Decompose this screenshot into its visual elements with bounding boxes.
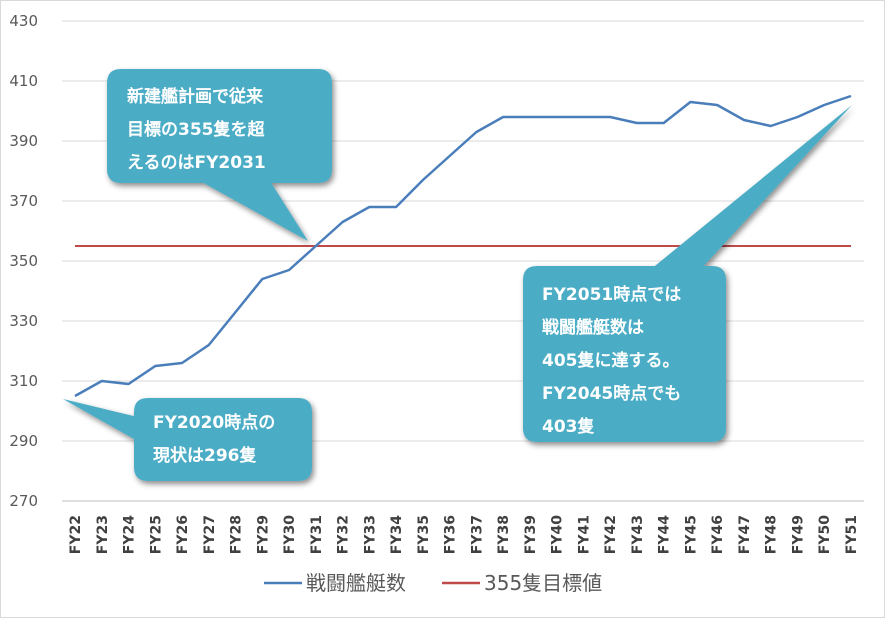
series-line-ship-count <box>74 94 852 398</box>
callout-pointer <box>650 105 852 270</box>
y-tick-label: 370 <box>9 192 38 210</box>
x-tick-label: FY28 <box>229 515 245 554</box>
x-tick-label: FY40 <box>550 515 566 554</box>
callout-text-line: 戦闘艦艇数は <box>542 317 644 338</box>
x-tick-label: FY34 <box>389 515 405 554</box>
callout-fy2020 <box>63 398 312 481</box>
x-tick-label: FY26 <box>175 515 191 554</box>
callout-text-line: 403隻 <box>542 416 595 437</box>
x-tick-label: FY43 <box>630 515 646 554</box>
x-tick-label: FY33 <box>362 515 378 554</box>
x-tick-label: FY35 <box>416 515 432 554</box>
x-tick-label: FY32 <box>336 515 352 554</box>
x-axis-ticks: FY22 FY23 FY24 FY25 FY26 FY27 FY28 FY29 FY30 FY31… <box>68 515 860 554</box>
callout-text-line: 405隻に達する。 <box>542 350 680 371</box>
x-tick-label: FY39 <box>523 515 539 554</box>
x-tick-label: FY49 <box>790 515 806 554</box>
callout-fy2051 <box>523 105 852 442</box>
x-tick-label: FY27 <box>202 515 218 554</box>
legend-item-target: 355隻目標値 <box>484 571 602 595</box>
y-tick-label: 270 <box>9 492 38 510</box>
callout-box <box>107 69 332 183</box>
legend: 戦闘艦艇数 355隻目標値 <box>264 571 602 595</box>
y-tick-label: 310 <box>9 372 38 390</box>
y-tick-label: 350 <box>9 252 38 270</box>
x-tick-label: FY31 <box>309 515 325 554</box>
callout-pointer <box>200 181 308 241</box>
callout-text-line: 目標の355隻を超 <box>127 119 265 140</box>
x-tick-label: FY23 <box>95 515 111 554</box>
callout-pointer <box>63 399 150 448</box>
x-tick-label: FY25 <box>148 515 164 554</box>
x-tick-label: FY50 <box>817 515 833 554</box>
callout-text-line: 現状は296隻 <box>153 445 257 466</box>
callout-text-line: FY2020時点の <box>153 412 275 433</box>
x-tick-label: FY36 <box>443 515 459 554</box>
callout-box <box>134 398 312 481</box>
x-tick-label: FY48 <box>764 515 780 554</box>
x-tick-label: FY22 <box>68 515 84 554</box>
x-tick-label: FY38 <box>496 515 512 554</box>
callout-fy2031 <box>107 69 332 241</box>
callout-text-line: FY2045時点でも <box>542 383 681 404</box>
callout-text-line: FY2051時点では <box>542 284 681 305</box>
x-tick-label: FY47 <box>737 515 753 554</box>
x-tick-label: FY42 <box>603 515 619 554</box>
callout-text-line: 新建艦計画で従来 <box>127 86 264 107</box>
y-tick-label: 330 <box>9 312 38 330</box>
x-tick-label: FY44 <box>657 515 673 554</box>
x-tick-label: FY45 <box>683 515 699 554</box>
x-tick-label: FY29 <box>255 515 271 554</box>
callout-text-line: えるのはFY2031 <box>127 153 266 173</box>
y-axis-ticks: 270 290 310 330 350 370 390 410 430 <box>9 12 38 510</box>
x-tick-label: FY51 <box>844 515 860 554</box>
x-tick-label: FY24 <box>122 515 138 554</box>
x-tick-label: FY30 <box>282 515 298 554</box>
callout-box <box>523 266 726 442</box>
x-tick-label: FY37 <box>469 515 485 554</box>
x-tick-label: FY46 <box>710 515 726 554</box>
y-tick-label: 410 <box>9 72 38 90</box>
y-tick-label: 430 <box>9 12 38 30</box>
legend-item-ship-count: 戦闘艦艇数 <box>306 571 406 595</box>
x-tick-label: FY41 <box>576 515 592 554</box>
y-tick-label: 290 <box>9 432 38 450</box>
y-tick-label: 390 <box>9 132 38 150</box>
